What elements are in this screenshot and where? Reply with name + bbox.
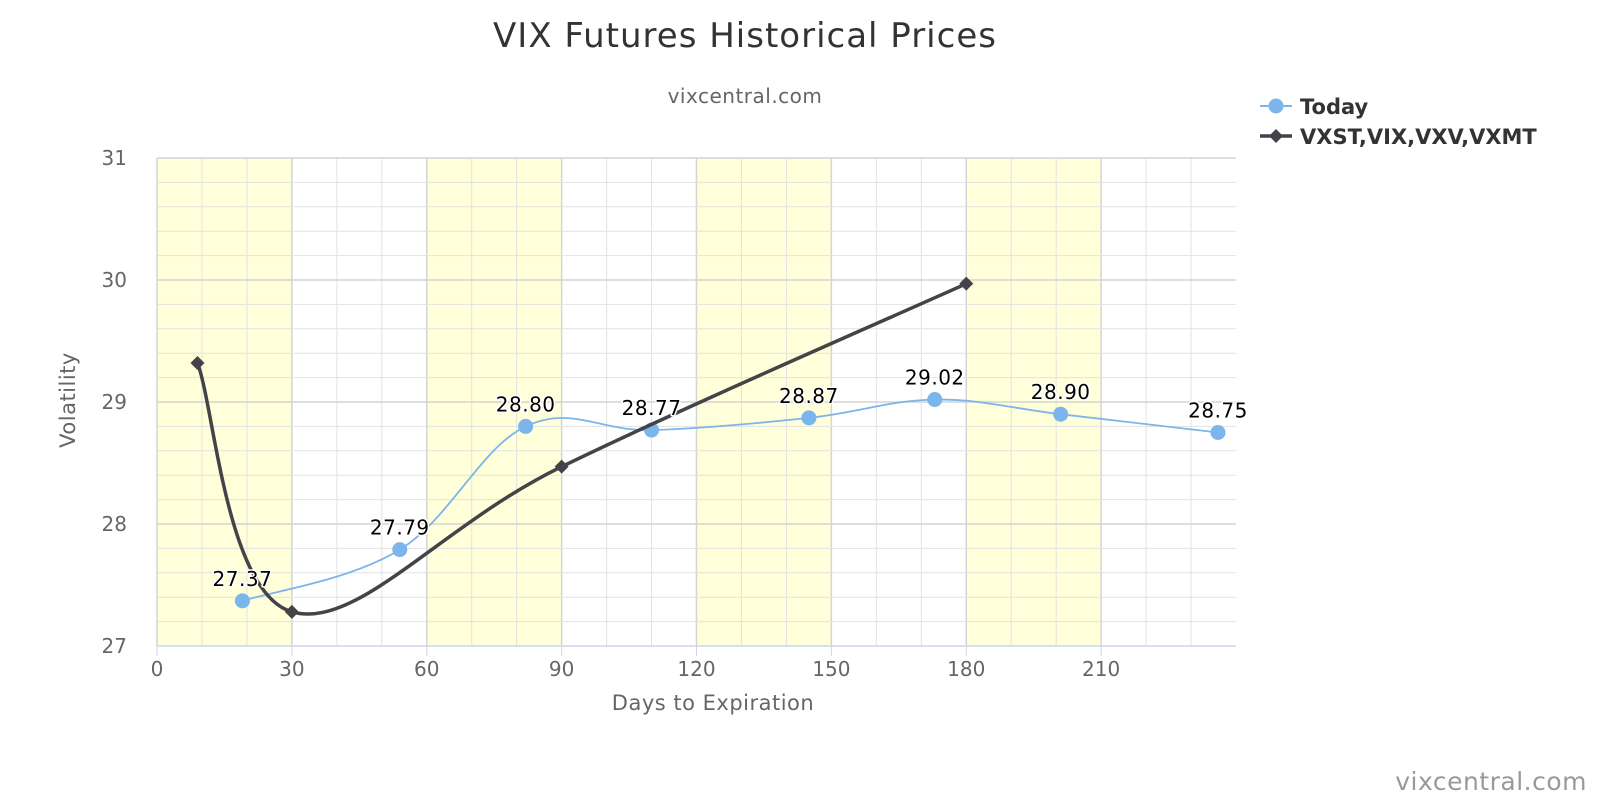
data-label: 28.77 xyxy=(622,396,682,420)
data-point xyxy=(959,276,974,291)
x-tick-label: 210 xyxy=(1082,657,1120,681)
legend-marker xyxy=(1268,98,1284,114)
data-label: 27.79 xyxy=(370,516,430,540)
legend[interactable]: Today VXST,VIX,VXV,VXMT xyxy=(1260,95,1537,149)
data-point xyxy=(801,410,817,426)
y-tick-label: 29 xyxy=(102,390,127,414)
series-line xyxy=(195,281,969,616)
x-tick-label: 180 xyxy=(947,657,985,681)
legend-marker xyxy=(1269,129,1283,143)
y-axis-title: Volatility xyxy=(56,352,80,448)
credit-link[interactable]: vixcentral.com xyxy=(1395,767,1587,796)
data-point xyxy=(927,392,943,408)
y-axis-ticks: 27 28 29 30 31 xyxy=(102,146,127,658)
data-point xyxy=(190,355,205,370)
chart-subtitle: vixcentral.com xyxy=(668,84,823,108)
data-label: 28.75 xyxy=(1188,399,1248,423)
y-tick-label: 30 xyxy=(102,268,127,292)
series-layer xyxy=(190,276,1226,619)
data-label: 28.87 xyxy=(779,384,839,408)
data-point xyxy=(284,604,299,619)
data-label: 29.02 xyxy=(905,366,965,390)
x-tick-label: 0 xyxy=(151,657,164,681)
chart-title: VIX Futures Historical Prices xyxy=(493,16,997,56)
series-1 xyxy=(190,276,974,619)
legend-item[interactable]: VXST,VIX,VXV,VXMT xyxy=(1260,125,1537,149)
series-0 xyxy=(234,392,1226,609)
data-point xyxy=(234,593,250,609)
x-tick-label: 150 xyxy=(812,657,850,681)
legend-label: Today xyxy=(1300,95,1369,119)
data-point xyxy=(1210,425,1226,440)
data-point xyxy=(518,418,534,434)
y-tick-label: 31 xyxy=(102,146,127,170)
data-label: 28.90 xyxy=(1031,380,1091,404)
data-label: 28.80 xyxy=(496,392,556,416)
legend-label: VXST,VIX,VXV,VXMT xyxy=(1300,125,1537,149)
data-label: 27.37 xyxy=(213,567,273,591)
data-point xyxy=(554,459,569,474)
legend-item[interactable]: Today xyxy=(1260,95,1369,119)
y-tick-label: 28 xyxy=(102,512,127,536)
x-axis-ticks: 0 30 60 90 120 150 180 210 xyxy=(151,646,1120,681)
data-point xyxy=(1053,406,1069,422)
x-axis-title: Days to Expiration xyxy=(612,691,814,715)
x-tick-label: 90 xyxy=(549,657,574,681)
y-tick-label: 27 xyxy=(102,634,127,658)
x-tick-label: 120 xyxy=(677,657,715,681)
data-labels: 27.37 27.79 28.80 28.77 28.87 29.02 28.90 28.75 xyxy=(211,364,1249,592)
data-point xyxy=(392,542,408,558)
x-tick-label: 60 xyxy=(414,657,439,681)
x-tick-label: 30 xyxy=(279,657,304,681)
series-line xyxy=(241,398,1219,602)
